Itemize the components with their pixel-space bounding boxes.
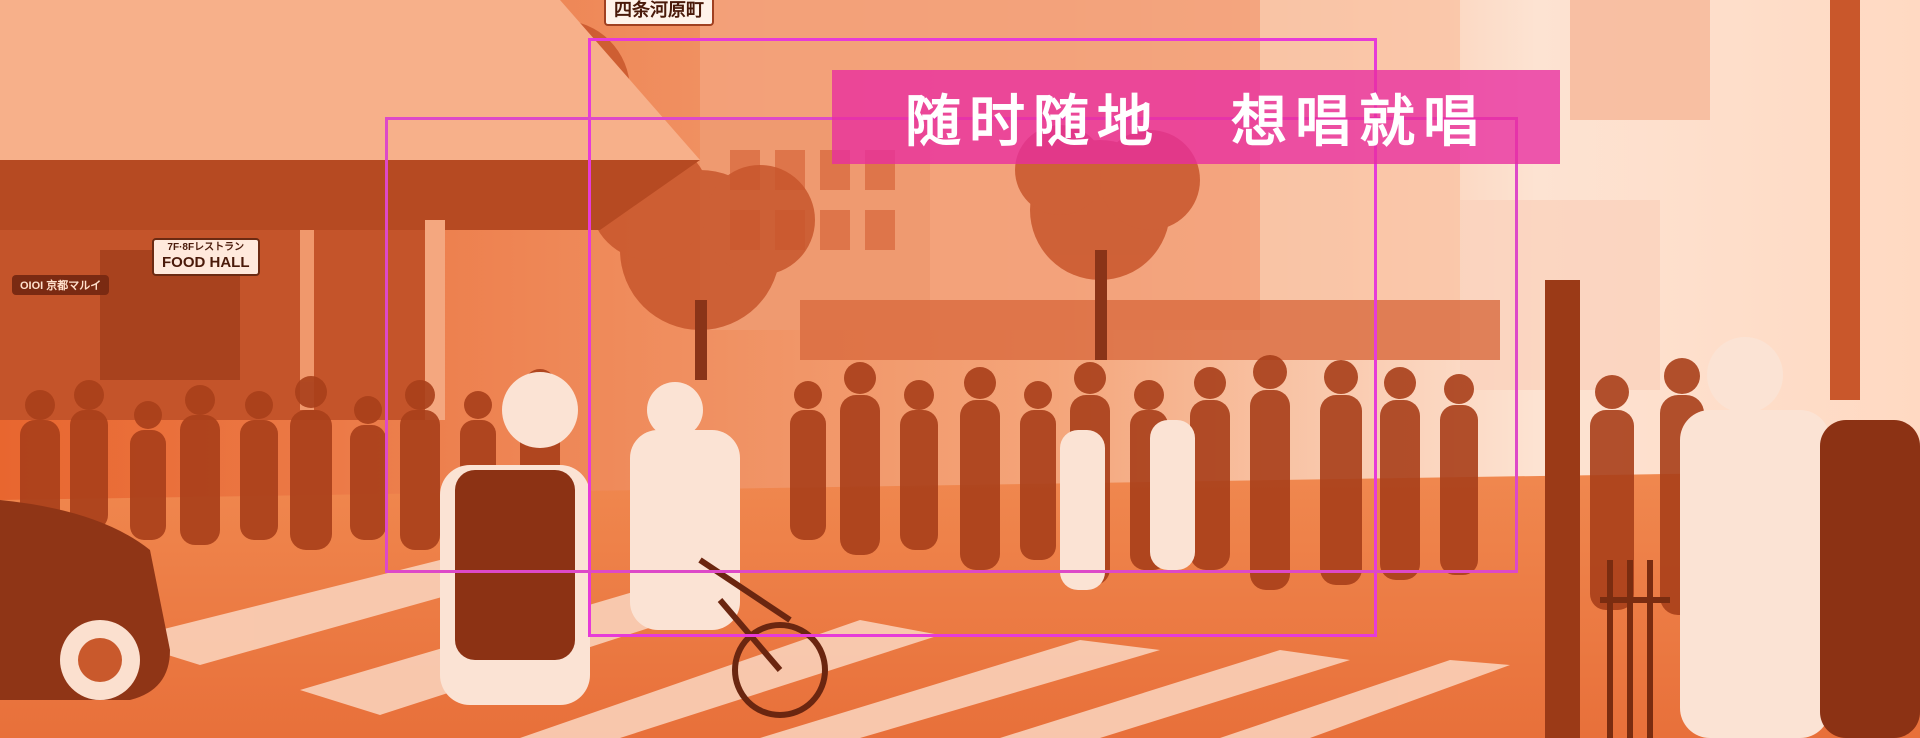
decorative-frame-outer [588, 38, 1377, 637]
store-sign: OIOI 京都マルイ [12, 275, 110, 295]
street-sign: 四条河原町 [604, 0, 714, 26]
slogan-banner: 随时随地 想唱就唱 [832, 70, 1560, 164]
decorative-frame-inner [385, 117, 1518, 573]
food-hall-sign: 7F·8Fレストラン FOOD HALL [152, 238, 260, 276]
slogan-part-2: 想唱就唱 [1231, 89, 1487, 155]
food-hall-sign-en: FOOD HALL [162, 254, 250, 271]
slogan-part-1: 随时随地 [905, 89, 1161, 155]
food-hall-sign-jp: 7F·8Fレストラン [167, 242, 245, 253]
